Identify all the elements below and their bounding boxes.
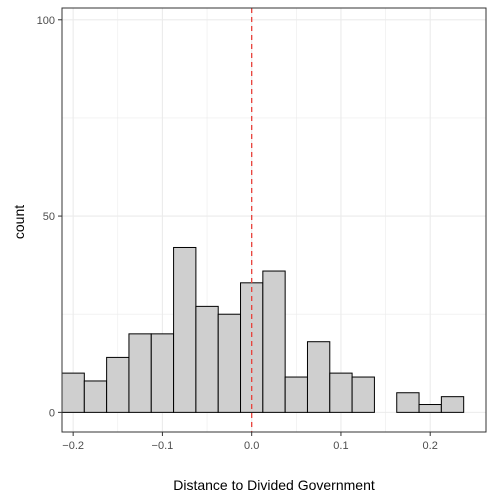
histogram-bar xyxy=(217,313,242,413)
histogram-bar xyxy=(329,372,353,413)
histogram-bar xyxy=(150,333,175,413)
y-axis-title: count xyxy=(11,205,27,239)
x-tick-label: −0.1 xyxy=(152,440,174,452)
histogram-bar xyxy=(240,282,264,413)
x-tick-label: 0.0 xyxy=(244,440,259,452)
histogram-bar xyxy=(83,380,108,413)
histogram-bar xyxy=(306,341,331,413)
histogram-bar xyxy=(284,376,308,413)
histogram-bars xyxy=(61,246,465,413)
histogram-bar xyxy=(128,333,152,413)
x-tick-label: 0.1 xyxy=(333,440,348,452)
histogram-bar xyxy=(262,270,286,413)
plot-panel-border xyxy=(61,7,487,433)
histogram-bar xyxy=(61,372,85,413)
histogram-bar xyxy=(195,305,219,413)
y-tick-label: 100 xyxy=(37,15,55,27)
y-tick-label: 0 xyxy=(49,407,55,419)
x-axis-title: Distance to Divided Government xyxy=(173,477,375,493)
histogram-bar xyxy=(173,246,197,413)
y-tick-label: 50 xyxy=(43,211,55,223)
x-tick-label: −0.2 xyxy=(62,440,84,452)
histogram-bar xyxy=(351,376,375,413)
x-tick-label: 0.2 xyxy=(423,440,438,452)
histogram-bar xyxy=(418,404,442,413)
histogram-bar xyxy=(440,396,465,413)
histogram-bar xyxy=(396,392,420,413)
y-axis-ticks: 0 50 100 xyxy=(37,15,62,419)
histogram-bar xyxy=(106,356,130,413)
x-axis-ticks: −0.2 −0.1 0.0 0.1 0.2 xyxy=(62,432,438,452)
